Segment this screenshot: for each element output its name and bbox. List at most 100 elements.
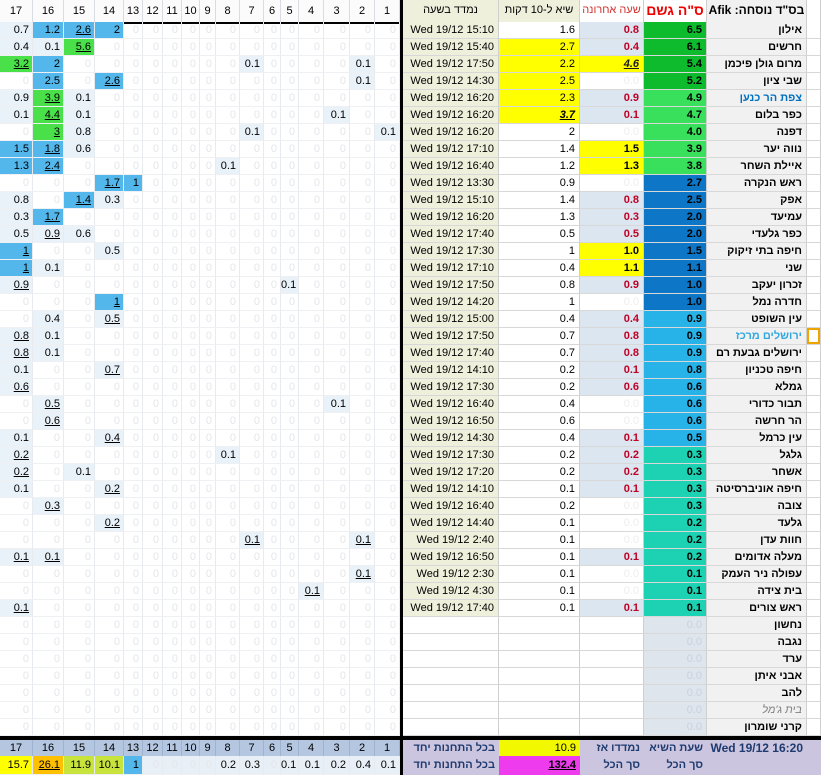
hour-total-cell[interactable]: 0 [143, 756, 163, 775]
hour-cell[interactable]: 0 [0, 294, 33, 311]
hour-cell[interactable]: 0 [299, 175, 324, 192]
measured-time-cell[interactable]: Wed 19/12 14:20 [403, 294, 499, 311]
hour-cell[interactable]: 0.7 [0, 22, 33, 39]
hour-cell[interactable]: 0 [324, 260, 350, 277]
station-name-cell[interactable]: גלעד [707, 515, 807, 532]
hour-cell[interactable]: 0 [95, 107, 124, 124]
hour-cell[interactable]: 0 [264, 277, 281, 294]
hour-cell[interactable]: 0 [182, 464, 200, 481]
hour-cell[interactable]: 0.1 [281, 277, 299, 294]
hour-cell[interactable]: 0 [240, 362, 264, 379]
station-name-cell[interactable]: כפר בלום [707, 107, 807, 124]
hour-cell[interactable]: 0 [33, 192, 64, 209]
station-name-cell[interactable]: גלגל [707, 447, 807, 464]
hour-cell[interactable]: 0 [95, 413, 124, 430]
hour-cell[interactable]: 0 [64, 600, 95, 617]
hour-cell[interactable]: 0 [375, 430, 400, 447]
hour-cell[interactable]: 0 [163, 566, 182, 583]
hour-cell[interactable]: 0.1 [375, 124, 400, 141]
hour-cell[interactable]: 0 [240, 549, 264, 566]
hour-cell[interactable]: 0 [124, 294, 143, 311]
hour-cell[interactable]: 0 [240, 566, 264, 583]
edge-cell[interactable] [807, 73, 821, 90]
edge-cell[interactable] [807, 617, 821, 634]
measured-time-cell[interactable]: Wed 19/12 14:40 [403, 515, 499, 532]
hour-cell[interactable]: 0 [200, 345, 216, 362]
hour-cell[interactable]: 0 [350, 668, 375, 685]
hour-cell[interactable]: 0 [216, 532, 240, 549]
hour-cell[interactable]: 0 [0, 566, 33, 583]
hour-cell[interactable]: 0 [143, 719, 163, 736]
hour-cell[interactable]: 0.1 [0, 600, 33, 617]
hour-cell[interactable]: 0 [299, 685, 324, 702]
hour-cell[interactable]: 0 [299, 107, 324, 124]
hour-cell[interactable]: 0 [299, 481, 324, 498]
hour-cell[interactable]: 0 [375, 56, 400, 73]
edge-cell[interactable] [807, 22, 821, 39]
hour-cell[interactable]: 0 [240, 328, 264, 345]
hour-cell[interactable]: 0.8 [0, 345, 33, 362]
hour-cell[interactable]: 2 [95, 22, 124, 39]
hour-cell[interactable]: 1.8 [33, 141, 64, 158]
peak10-cell[interactable]: 0.4 [499, 430, 580, 447]
hour-cell[interactable]: 0 [182, 515, 200, 532]
hour-cell[interactable]: 0.1 [240, 124, 264, 141]
hour-cell[interactable]: 0 [350, 685, 375, 702]
hour-cell[interactable]: 0 [33, 379, 64, 396]
hour-cell[interactable]: 0.1 [240, 56, 264, 73]
last-hour-cell[interactable]: 1.3 [580, 158, 644, 175]
hour-cell[interactable]: 0 [200, 396, 216, 413]
hour-cell[interactable]: 0 [375, 668, 400, 685]
hour-header-cell-bottom[interactable]: 13 [124, 740, 143, 756]
hour-cell[interactable]: 0 [281, 22, 299, 39]
station-name-cell[interactable]: זכרון יעקב [707, 277, 807, 294]
peak10-cell[interactable] [499, 634, 580, 651]
hour-cell[interactable]: 0 [124, 430, 143, 447]
hour-header-cell-bottom[interactable]: 5 [281, 740, 299, 756]
hour-cell[interactable]: 0 [33, 515, 64, 532]
hour-cell[interactable]: 0 [182, 56, 200, 73]
hour-cell[interactable]: 0 [216, 413, 240, 430]
hour-cell[interactable]: 0 [200, 39, 216, 56]
hour-cell[interactable]: 0 [163, 243, 182, 260]
hour-cell[interactable]: 0 [216, 430, 240, 447]
hour-cell[interactable]: 0 [163, 345, 182, 362]
hour-cell[interactable]: 0 [264, 379, 281, 396]
hour-header-cell[interactable]: 6 [264, 0, 281, 22]
hour-cell[interactable]: 0 [281, 583, 299, 600]
hour-cell[interactable]: 0 [124, 379, 143, 396]
hour-cell[interactable]: 0 [182, 702, 200, 719]
hour-cell[interactable]: 0 [281, 464, 299, 481]
hour-cell[interactable]: 0 [216, 702, 240, 719]
hour-cell[interactable]: 0 [0, 685, 33, 702]
hour-cell[interactable]: 0 [124, 362, 143, 379]
edge-cell[interactable] [807, 379, 821, 396]
hour-cell[interactable]: 0 [33, 532, 64, 549]
total-rain-cell[interactable]: 0.0 [644, 617, 707, 634]
total-rain-cell[interactable]: 1.5 [644, 243, 707, 260]
hour-cell[interactable]: 2.4 [33, 158, 64, 175]
station-name-cell[interactable]: תבור כדורי [707, 396, 807, 413]
hour-cell[interactable]: 0 [324, 481, 350, 498]
hour-cell[interactable]: 0 [200, 73, 216, 90]
hour-cell[interactable]: 0 [143, 22, 163, 39]
hour-cell[interactable]: 0 [64, 668, 95, 685]
hour-cell[interactable]: 0 [182, 549, 200, 566]
hour-cell[interactable]: 1 [0, 243, 33, 260]
hour-cell[interactable]: 4.4 [33, 107, 64, 124]
hour-cell[interactable]: 0 [375, 73, 400, 90]
hour-cell[interactable]: 0 [350, 328, 375, 345]
hour-cell[interactable]: 0 [200, 464, 216, 481]
last-hour-cell[interactable]: 0.1 [580, 481, 644, 498]
hour-cell[interactable]: 0 [375, 192, 400, 209]
measured-time-cell[interactable]: Wed 19/12 17:40 [403, 600, 499, 617]
edge-cell[interactable] [807, 124, 821, 141]
hour-cell[interactable]: 0 [281, 396, 299, 413]
hour-cell[interactable]: 0 [200, 430, 216, 447]
hour-cell[interactable]: 0 [264, 141, 281, 158]
total-rain-cell[interactable]: 0.6 [644, 396, 707, 413]
hour-cell[interactable]: 0 [324, 22, 350, 39]
hour-cell[interactable]: 0 [240, 447, 264, 464]
hour-cell[interactable]: 0 [143, 685, 163, 702]
last-hour-cell[interactable]: 0.0 [580, 294, 644, 311]
